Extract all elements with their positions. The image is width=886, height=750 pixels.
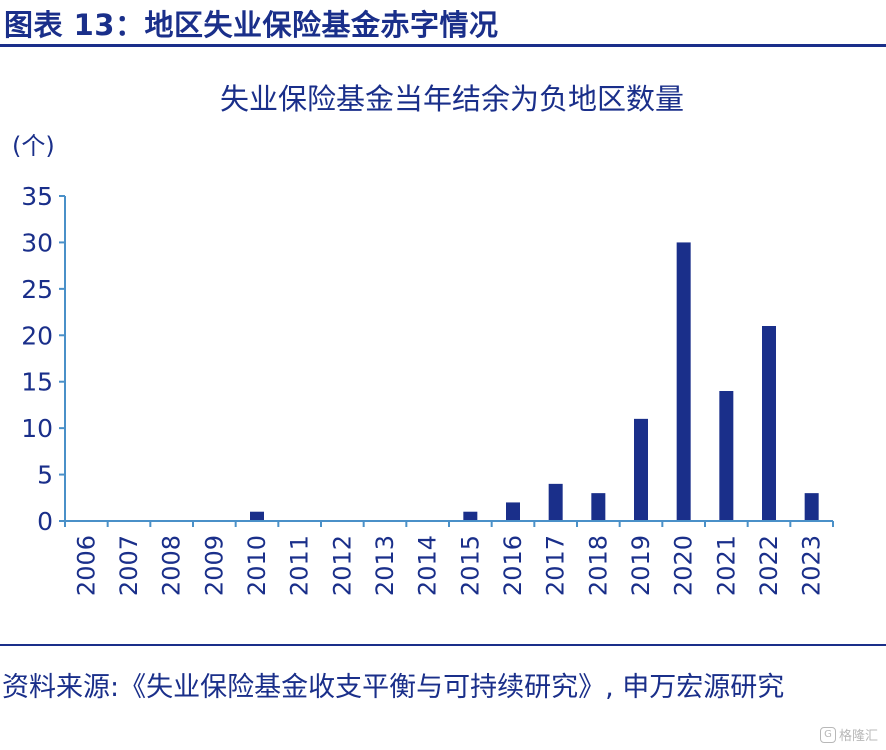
chart-area: 失业保险基金当年结余为负地区数量 (个) 0 5 10 15 20 25 30 35 2006… (0, 50, 886, 640)
bar-2016 (506, 502, 520, 521)
watermark-text: 格隆汇 (838, 729, 878, 744)
bar-2017 (548, 483, 563, 521)
bar-2023 (804, 493, 819, 521)
y-tick-label: 15 (21, 368, 53, 397)
figure-title: 图表 13：地区失业保险基金赤字情况 (4, 8, 499, 42)
y-tick-label: 30 (21, 228, 53, 257)
source-rule (0, 644, 886, 646)
y-tick-label: 10 (21, 414, 53, 443)
x-tick-label: 2011 (286, 535, 314, 596)
x-tick-label: 2006 (72, 535, 100, 596)
bar-chart: 失业保险基金当年结余为负地区数量 (个) 0 5 10 15 20 25 30 35 2006… (12, 82, 834, 596)
chart-title: 失业保险基金当年结余为负地区数量 (220, 82, 684, 116)
x-tick-label: 2023 (798, 535, 826, 596)
x-tick-label: 2010 (243, 535, 271, 596)
x-tick-label: 2009 (200, 535, 228, 596)
bar-2018 (591, 493, 606, 521)
y-unit-label: (个) (12, 132, 55, 160)
x-tick-label: 2014 (414, 535, 442, 596)
x-tick-label: 2012 (328, 535, 356, 596)
y-tick-label: 5 (37, 461, 53, 490)
watermark-logo-icon: G (819, 726, 836, 743)
watermark: G 格隆汇 (819, 725, 878, 744)
title-rule (0, 44, 886, 47)
bar-2021 (719, 391, 734, 521)
x-axis-ticks: 2006 2007 2008 2009 2010 2011 2012 2013 2014 2015… (64, 521, 834, 596)
x-tick-label: 2020 (670, 535, 698, 596)
x-tick-label: 2008 (158, 535, 186, 596)
bar-2019 (634, 418, 648, 521)
bar-2022 (762, 326, 776, 521)
bar-2010 (250, 511, 264, 521)
x-tick-label: 2016 (499, 535, 527, 596)
y-tick-label: 0 (37, 507, 53, 536)
x-tick-label: 2019 (627, 535, 655, 596)
x-tick-label: 2017 (542, 535, 570, 596)
x-tick-label: 2021 (712, 535, 740, 596)
bar-2015 (463, 511, 478, 521)
bars (250, 242, 819, 521)
x-tick-label: 2013 (371, 535, 399, 596)
source-note: 资料来源:《失业保险基金收支平衡与可持续研究》, 申万宏源研究 (2, 672, 785, 703)
y-tick-label: 25 (21, 275, 53, 304)
x-tick-label: 2007 (115, 535, 143, 596)
x-tick-label: 2018 (584, 535, 612, 596)
y-axis-ticks: 0 5 10 15 20 25 30 35 (21, 182, 65, 536)
bar-2020 (676, 242, 691, 521)
x-tick-label: 2015 (456, 535, 484, 596)
y-tick-label: 20 (21, 321, 53, 350)
y-tick-label: 35 (21, 182, 53, 211)
x-tick-label: 2022 (755, 535, 783, 596)
